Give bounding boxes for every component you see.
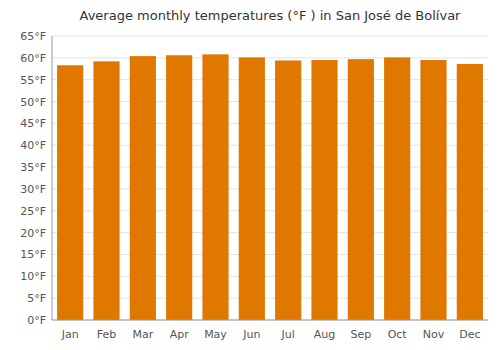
bar xyxy=(93,61,119,320)
y-tick-label: 40°F xyxy=(20,139,46,152)
y-tick-label: 25°F xyxy=(20,205,46,218)
bar xyxy=(384,57,410,320)
y-tick-label: 35°F xyxy=(20,161,46,174)
grid-line xyxy=(52,36,488,37)
grid-line xyxy=(52,57,488,58)
bars xyxy=(57,54,483,320)
x-axis xyxy=(52,320,488,321)
y-tick-label: 45°F xyxy=(20,117,46,130)
x-tick-label: Jul xyxy=(281,328,295,341)
x-tick-label: Jan xyxy=(61,328,79,341)
x-tick-label: Aug xyxy=(314,328,335,341)
bar xyxy=(457,64,483,320)
x-tick-label: Oct xyxy=(388,328,408,341)
y-tick-label: 0°F xyxy=(27,314,46,327)
y-tick-label: 60°F xyxy=(20,52,46,65)
bar xyxy=(130,56,156,320)
bar xyxy=(57,65,83,320)
y-tick-label: 5°F xyxy=(27,292,46,305)
x-tick-label: Nov xyxy=(423,328,445,341)
grid-line xyxy=(52,320,488,321)
x-tick-label: Feb xyxy=(97,328,116,341)
bar xyxy=(275,60,301,320)
y-axis xyxy=(52,36,53,320)
x-tick-label: Jun xyxy=(242,328,260,341)
y-tick-label: 15°F xyxy=(20,248,46,261)
y-tick-label: 10°F xyxy=(20,270,46,283)
x-tick-label: Sep xyxy=(350,328,371,341)
x-tick-label: Mar xyxy=(132,328,153,341)
bar xyxy=(239,57,265,320)
bar xyxy=(420,60,446,320)
chart: 0°F 5°F 10°F 15°F 20°F 25°F 30°F 35°F 40°F 45°F 50… xyxy=(0,0,500,350)
y-tick-label: 65°F xyxy=(20,30,46,43)
y-tick-label: 55°F xyxy=(20,74,46,87)
y-tick-label: 50°F xyxy=(20,96,46,109)
bar xyxy=(166,55,192,320)
grid xyxy=(52,36,488,320)
bar xyxy=(311,60,337,320)
title: Average monthly temperatures (°F ) in Sa… xyxy=(80,8,462,23)
y-tick-label: 20°F xyxy=(20,227,46,240)
y-tick-label: 30°F xyxy=(20,183,46,196)
x-tick-label: May xyxy=(204,328,227,341)
bar xyxy=(348,59,374,320)
x-tick-label: Dec xyxy=(459,328,480,341)
bar xyxy=(202,54,228,320)
x-tick-label: Apr xyxy=(170,328,190,341)
